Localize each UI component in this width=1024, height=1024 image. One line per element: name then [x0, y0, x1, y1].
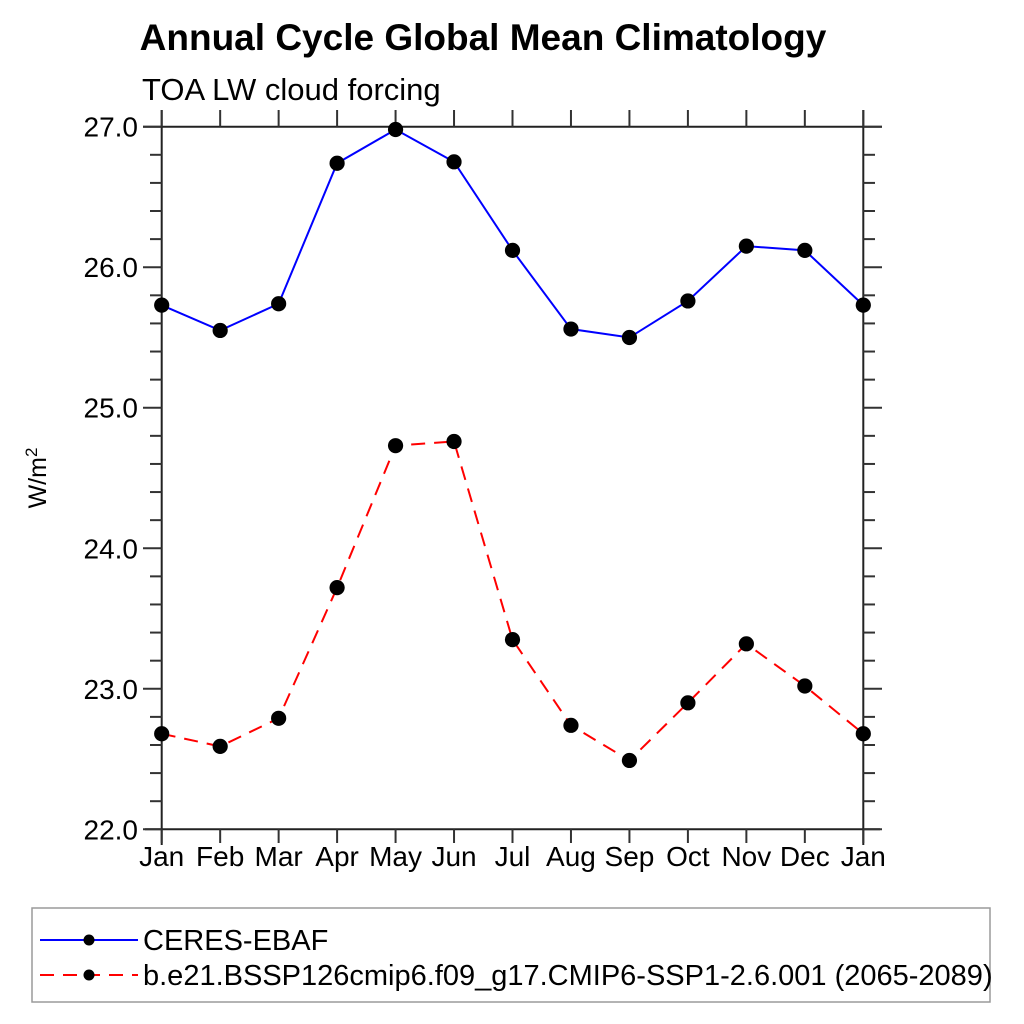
y-tick-label: 26.0 [84, 252, 139, 283]
x-axis-ticks: Jan Feb Mar Apr May Jun Jul Aug Sep Oct Nov Dec Jan [139, 110, 886, 872]
x-tick-label: May [369, 841, 422, 872]
data-point [855, 726, 871, 742]
y-axis-label-superscript: 2 [22, 448, 41, 457]
legend-box [31, 907, 991, 1003]
chart-subtitle: TOA LW cloud forcing [142, 72, 441, 107]
axes-frame [143, 110, 882, 845]
x-tick-label: Feb [196, 841, 244, 872]
data-point [387, 438, 404, 454]
y-tick-label: 25.0 [84, 393, 139, 424]
legend-marker [83, 969, 95, 981]
x-tick-label: Sep [605, 841, 655, 872]
data-point [621, 752, 638, 769]
legend-marker [83, 934, 95, 946]
x-tick-label: Jun [431, 841, 476, 872]
data-point [271, 710, 287, 726]
y-tick-label: 24.0 [84, 533, 139, 564]
data-point [446, 433, 462, 450]
x-tick-label: Jan [841, 841, 886, 872]
data-series [154, 121, 871, 769]
data-point [504, 242, 521, 258]
data-point [680, 695, 696, 711]
data-point [271, 296, 287, 312]
legend-label: b.e21.BSSP126cmip6.f09_g17.CMIP6-SSP1-2.… [143, 960, 993, 992]
data-point [855, 297, 871, 313]
y-axis-ticks: 27.0 26.0 25.0 24.0 23.0 22.0 [84, 112, 882, 845]
x-tick-label: Nov [721, 841, 771, 872]
data-point [212, 738, 228, 754]
y-axis-label: W/m2 [22, 448, 52, 509]
data-point [797, 242, 813, 258]
legend-label: CERES-EBAF [143, 925, 328, 957]
data-point [738, 636, 754, 652]
data-point [446, 154, 462, 170]
data-point [563, 321, 579, 337]
data-point [329, 580, 345, 596]
x-tick-label: Oct [666, 841, 710, 872]
x-tick-label: Apr [315, 841, 359, 872]
data-point [680, 293, 696, 309]
series-line-0 [161, 128, 864, 339]
data-point [621, 329, 638, 346]
chart-title: Annual Cycle Global Mean Climatology [140, 17, 827, 58]
data-point [154, 297, 170, 313]
y-tick-label: 22.0 [84, 814, 139, 845]
data-point [563, 717, 579, 733]
series-line-1 [161, 440, 864, 762]
y-tick-label: 23.0 [84, 674, 139, 705]
data-point [387, 121, 404, 138]
x-tick-label: Dec [780, 841, 830, 872]
x-tick-label: Jan [139, 841, 184, 872]
legend: CERES-EBAFb.e21.BSSP126cmip6.f09_g17.CMI… [31, 907, 993, 1003]
data-point [504, 631, 521, 648]
x-tick-label: Mar [255, 841, 303, 872]
y-tick-label: 27.0 [84, 112, 139, 143]
data-point [738, 238, 754, 254]
x-tick-label: Aug [546, 841, 596, 872]
x-tick-label: Jul [495, 841, 531, 872]
data-point [797, 678, 813, 694]
data-point [154, 726, 170, 742]
data-point [329, 155, 345, 171]
data-point [212, 322, 228, 339]
